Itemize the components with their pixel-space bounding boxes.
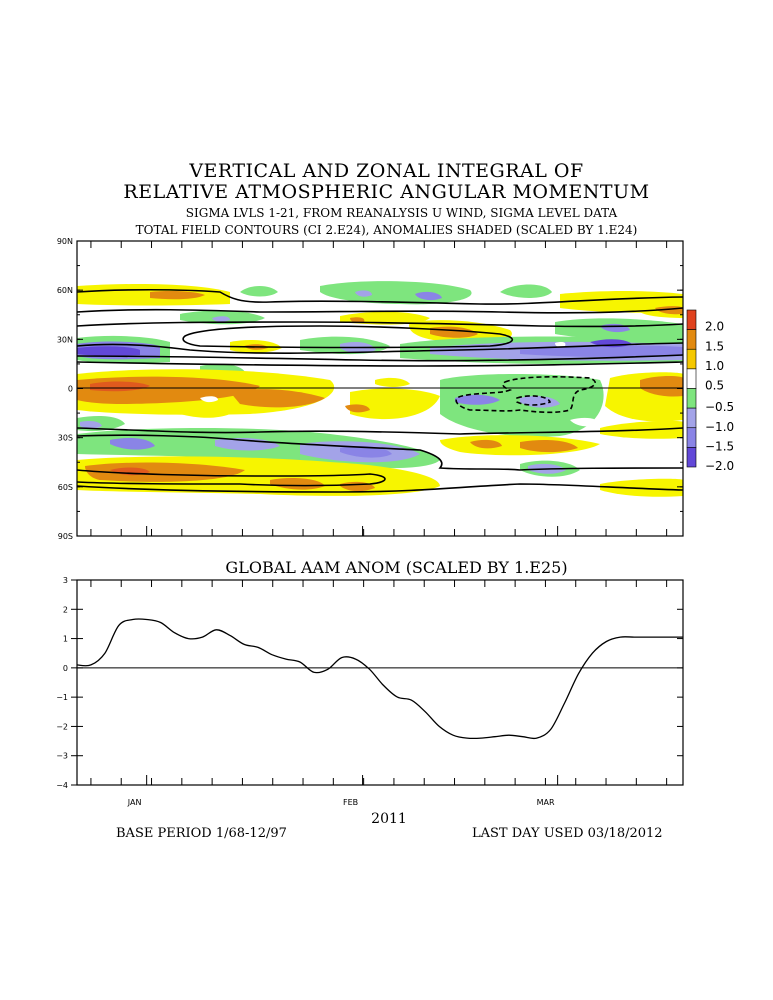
contour-line (77, 434, 683, 471)
x-tick-label: FEB (343, 798, 358, 807)
anomaly-blob (555, 342, 566, 347)
line-y-ticks: 3 2 1 0 −1 −2 −3 −4 (56, 576, 683, 790)
colorbar-swatch (686, 348, 697, 370)
anomaly-blob (500, 284, 552, 298)
chart-title-line2: RELATIVE ATMOSPHERIC ANGULAR MOMENTUM (123, 181, 650, 203)
anomaly-blob (520, 440, 578, 453)
x-tick-label: JAN (127, 798, 142, 807)
y-tick-label: 60N (57, 286, 73, 295)
y-tick-label: 30S (58, 434, 73, 443)
contour-line (77, 342, 683, 354)
line-x-ticks: JAN FEB MAR (90, 580, 668, 807)
contour-line-negative (516, 395, 551, 406)
colorbar: 2.0 1.5 1.0 0.5 −0.5 −1.0 −1.5 −2.0 (686, 309, 734, 473)
anomaly-blob (440, 374, 604, 437)
colorbar-swatch (686, 427, 697, 448)
line-chart-title: GLOBAL AAM ANOM (SCALED BY 1.E25) (225, 558, 568, 577)
anomaly-blob (200, 396, 218, 403)
base-period-label: BASE PERIOD 1/68-12/97 (116, 826, 287, 841)
anomaly-blob (415, 291, 442, 301)
anomaly-blob (345, 404, 370, 413)
anomaly-blob (180, 407, 230, 418)
colorbar-label: 1.5 (705, 339, 724, 353)
y-tick-label: −4 (56, 781, 68, 790)
anomaly-blob (77, 346, 140, 356)
y-tick-label: −1 (56, 693, 68, 702)
y-tick-label: −2 (56, 722, 68, 731)
year-label: 2011 (371, 811, 407, 827)
aam-series-line (77, 618, 683, 740)
y-tick-label: 60S (58, 483, 73, 492)
chart-title-line1: VERTICAL AND ZONAL INTEGRAL OF (189, 160, 584, 182)
anomaly-blob (355, 290, 372, 297)
heatmap-y-ticks: 90N 60N 30N 0 30S 60S 90S (57, 237, 683, 541)
heatmap-panel (77, 281, 683, 497)
colorbar-label: 1.0 (705, 359, 724, 373)
x-tick-label: MAR (537, 798, 555, 807)
y-tick-label: 0 (63, 664, 68, 673)
colorbar-label: 0.5 (705, 379, 724, 393)
line-chart-frame (76, 579, 684, 786)
heatmap-x-ticks (90, 241, 668, 536)
anomaly-blob (455, 394, 500, 405)
colorbar-label: −1.0 (705, 420, 734, 434)
colorbar-label: −2.0 (705, 459, 734, 473)
colorbar-swatch (686, 388, 697, 409)
anomaly-blob (150, 291, 205, 300)
colorbar-swatch (686, 407, 697, 429)
anomaly-blob (110, 438, 155, 450)
anomaly-blob (375, 377, 410, 387)
anomaly-blob (350, 388, 440, 420)
contour-line (77, 288, 683, 305)
anomaly-blob (640, 376, 683, 397)
contour-line (77, 307, 683, 314)
y-tick-label: 90N (57, 237, 73, 246)
anomaly-blob (520, 396, 560, 408)
contour-line (77, 354, 683, 362)
colorbar-label: 2.0 (705, 320, 724, 334)
anomaly-blob (240, 286, 278, 297)
y-tick-label: 2 (63, 605, 68, 614)
anomaly-blob (230, 389, 325, 408)
contour-line (77, 321, 683, 328)
contour-line (77, 469, 386, 487)
chart-subtitle-line1: SIGMA LVLS 1-21, FROM REANALYSIS U WIND,… (185, 206, 618, 220)
y-tick-label: 1 (63, 635, 68, 644)
contour-line (77, 361, 683, 367)
y-tick-label: −3 (56, 752, 68, 761)
anomaly-blob (340, 446, 392, 458)
colorbar-swatch (686, 329, 697, 350)
chart-subtitle-line2: TOTAL FIELD CONTOURS (CI 2.E24), ANOMALI… (135, 223, 638, 237)
anomaly-blob (470, 439, 502, 449)
colorbar-swatch (686, 309, 697, 330)
contour-line (182, 325, 514, 349)
colorbar-label: −1.5 (705, 439, 734, 453)
anomaly-blob (270, 478, 325, 490)
contour-line (77, 483, 683, 493)
anomaly-blob (212, 316, 230, 322)
colorbar-swatch (686, 368, 697, 389)
y-tick-label: 30N (57, 335, 73, 344)
last-day-label: LAST DAY USED 03/18/2012 (472, 826, 663, 841)
anomaly-blob (80, 421, 102, 429)
contour-line-negative (455, 376, 596, 414)
colorbar-label: −0.5 (705, 400, 734, 414)
y-tick-label: 3 (63, 576, 68, 585)
y-tick-label: 90S (58, 532, 73, 541)
contour-line (77, 427, 683, 435)
anomaly-blob (350, 317, 365, 323)
anomaly-blob (85, 462, 245, 482)
y-tick-label: 0 (68, 385, 73, 394)
anomaly-blob (90, 381, 150, 392)
anomaly-blob (520, 345, 683, 358)
anomaly-blob (570, 417, 600, 427)
colorbar-swatch (686, 447, 697, 468)
